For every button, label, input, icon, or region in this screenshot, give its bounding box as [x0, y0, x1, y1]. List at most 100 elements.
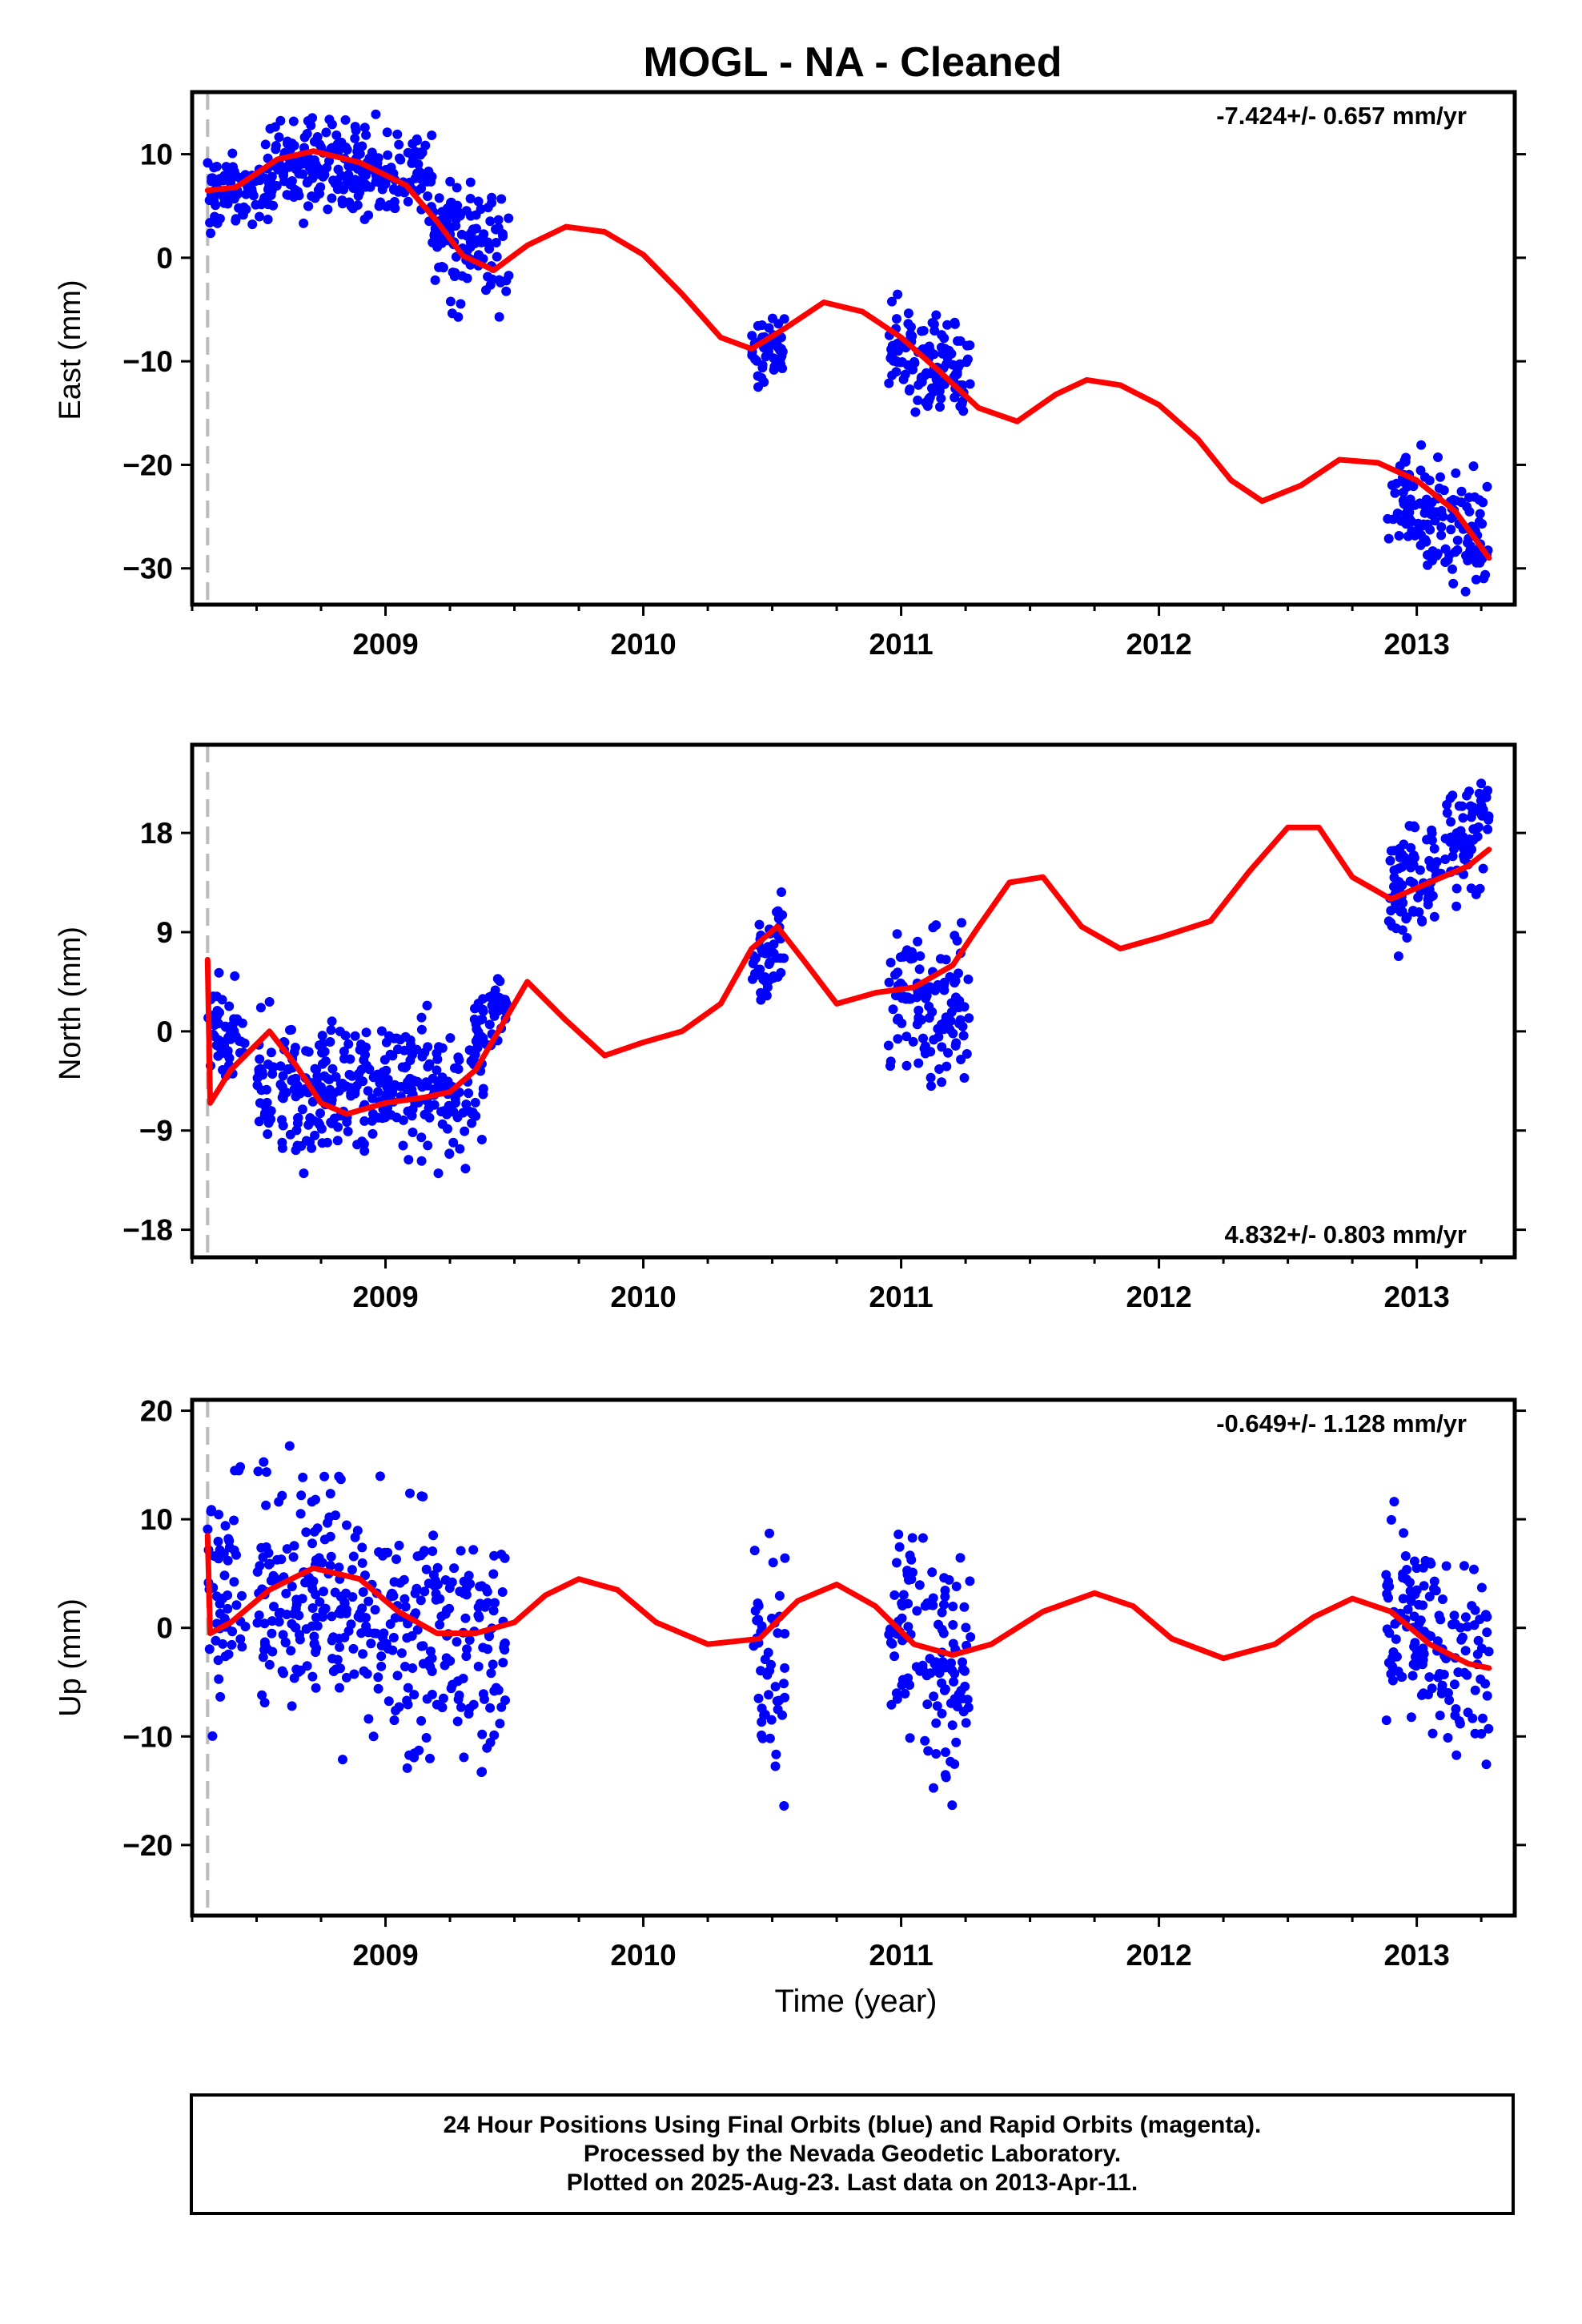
north-data-point: [1402, 933, 1412, 943]
up-data-point: [325, 1489, 335, 1499]
up-data-point: [1389, 1497, 1399, 1507]
north-rate-label: 4.832+/- 0.803 mm/yr: [1225, 1220, 1467, 1248]
up-data-point: [765, 1733, 775, 1743]
north-data-point: [454, 1088, 464, 1097]
north-data-point: [762, 982, 773, 992]
north-data-point: [404, 1155, 414, 1165]
up-data-point: [766, 1715, 777, 1725]
east-data-point: [927, 383, 937, 393]
up-data-point: [917, 1533, 928, 1543]
north-data-point: [492, 974, 503, 984]
east-data-point: [1451, 468, 1461, 478]
up-data-point: [357, 1603, 367, 1614]
up-data-point: [402, 1695, 412, 1706]
north-data-point: [901, 1031, 912, 1042]
north-data-point: [1406, 842, 1416, 853]
up-data-point: [959, 1602, 970, 1612]
east-x-tick-label: 2013: [1383, 628, 1449, 661]
up-data-point: [1473, 1635, 1484, 1646]
up-data-point: [1452, 1750, 1462, 1760]
up-data-point: [1406, 1593, 1415, 1603]
north-data-point: [331, 1072, 341, 1082]
up-data-point: [311, 1683, 321, 1693]
up-data-point: [227, 1639, 237, 1650]
up-data-point: [315, 1597, 325, 1607]
north-data-point: [461, 1100, 472, 1109]
up-data-point: [259, 1618, 270, 1629]
north-data-point: [1397, 862, 1407, 872]
up-data-point: [1405, 1586, 1415, 1596]
up-data-point: [223, 1534, 234, 1544]
north-data-point: [332, 1136, 343, 1146]
north-data-point: [307, 1143, 317, 1153]
up-data-point: [418, 1659, 428, 1669]
north-data-point: [484, 1019, 495, 1030]
north-data-point: [937, 1042, 947, 1052]
up-data-point: [311, 1612, 321, 1622]
up-data-points: [203, 1441, 1494, 1811]
east-data-point: [893, 289, 903, 300]
north-data-point: [476, 1135, 487, 1144]
up-data-point: [259, 1645, 270, 1655]
up-data-point: [338, 1755, 347, 1765]
up-data-point: [952, 1702, 962, 1711]
north-data-point: [1462, 837, 1472, 847]
up-data-point: [237, 1642, 247, 1652]
up-data-point: [419, 1547, 429, 1558]
up-data-point: [765, 1528, 774, 1538]
up-data-point: [282, 1610, 292, 1619]
up-data-point: [425, 1753, 435, 1763]
north-data-point: [460, 1126, 470, 1136]
up-data-point: [357, 1558, 367, 1568]
up-data-point: [907, 1533, 917, 1543]
east-data-point: [266, 190, 276, 200]
north-data-point: [361, 1027, 371, 1038]
up-data-point: [489, 1550, 500, 1561]
up-data-point: [947, 1800, 958, 1811]
up-data-point: [295, 1630, 304, 1640]
east-data-point: [1403, 514, 1413, 525]
north-data-point: [417, 1051, 428, 1062]
up-data-point: [886, 1699, 897, 1710]
east-data-point: [350, 133, 360, 143]
up-data-point: [261, 1500, 271, 1510]
north-x-tick-label: 2010: [610, 1281, 676, 1313]
east-data-point: [465, 194, 476, 203]
north-data-point: [753, 964, 764, 975]
up-data-point: [937, 1708, 947, 1719]
east-data-point: [920, 370, 930, 380]
up-data-point: [223, 1603, 233, 1614]
up-data-point: [468, 1545, 479, 1555]
up-data-point: [892, 1558, 901, 1568]
north-x-tick-label: 2011: [869, 1281, 933, 1313]
up-data-point: [276, 1554, 287, 1565]
north-data-point: [326, 1117, 336, 1128]
up-data-point: [929, 1691, 939, 1702]
up-data-point: [235, 1634, 246, 1644]
up-data-point: [1408, 1659, 1419, 1670]
up-data-point: [361, 1621, 371, 1631]
up-data-point: [341, 1672, 351, 1683]
north-data-point: [1442, 808, 1452, 818]
up-data-point: [409, 1690, 420, 1700]
up-data-point: [392, 1671, 403, 1681]
north-data-point: [478, 1004, 488, 1015]
north-data-point: [339, 1054, 349, 1063]
up-data-point: [297, 1594, 307, 1604]
north-data-point: [1395, 852, 1405, 862]
up-data-point: [252, 1618, 263, 1628]
north-data-point: [933, 1023, 943, 1034]
east-x-tick-label: 2012: [1126, 628, 1191, 661]
north-data-point: [1426, 892, 1436, 903]
up-data-point: [404, 1750, 415, 1760]
east-data-point: [313, 185, 323, 195]
east-data-point: [323, 204, 333, 215]
up-data-point: [1447, 1619, 1457, 1630]
east-data-point: [333, 179, 343, 189]
east-data-point: [427, 131, 437, 140]
page-title: MOGL - NA - Cleaned: [644, 39, 1062, 86]
up-data-point: [922, 1699, 933, 1710]
north-data-point: [310, 1130, 320, 1140]
up-data-point: [464, 1709, 474, 1719]
